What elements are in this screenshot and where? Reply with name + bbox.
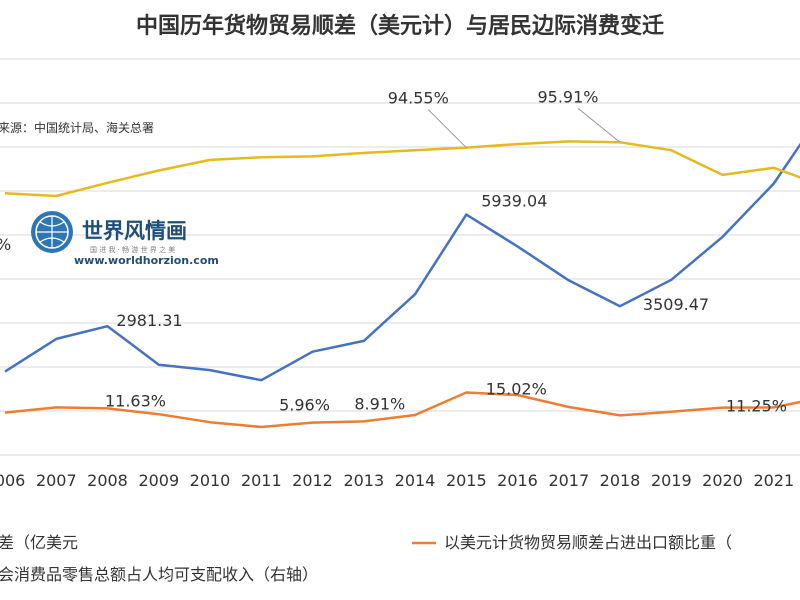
x-tick-label: 2009 [138, 471, 179, 490]
globe-icon [31, 211, 73, 253]
legend-label-consumption: 会消费品零售总额占人均可支配收入（右轴） [0, 565, 318, 584]
legend-item-consumption: 会消费品零售总额占人均可支配收入（右轴） [0, 565, 318, 584]
series-line-1 [4, 391, 800, 429]
data-label: 3509.47 [643, 295, 709, 314]
data-label: 11.63% [105, 391, 166, 410]
x-tick-label: 2011 [241, 471, 282, 490]
data-label: 11.25% [726, 397, 787, 416]
watermark-name: 世界风情画 [82, 219, 187, 243]
data-label: 94.55% [388, 89, 449, 108]
x-tick-label: 2015 [446, 471, 487, 490]
x-tick-label: 2012 [292, 471, 333, 490]
legend-item-trade-surplus: 差（亿美元 [0, 533, 78, 552]
x-axis: 2006 2007 2008 2009 2010 2011 2012 2013 2014 2015… [0, 471, 794, 490]
series-line-0 [4, 142, 800, 382]
data-label: 8.91% [354, 394, 405, 413]
x-tick-label: 2014 [395, 471, 436, 490]
chart-title: 中国历年货物贸易顺差（美元计）与居民边际消费变迁 [135, 14, 664, 39]
x-tick-label: 2020 [702, 471, 743, 490]
data-label: 15.02% [486, 380, 547, 399]
x-tick-label: 2021 [753, 471, 794, 490]
data-labels: 2981.315939.043509.478765.98511.63%5.96%… [0, 87, 787, 416]
label-leader-line [577, 107, 621, 143]
legend: 差（亿美元 以美元计货物贸易顺差占进出口额比重（ 会消费品零售总额占人均可支配收… [0, 533, 732, 584]
data-label: 95.91% [537, 87, 598, 106]
x-tick-label: 2013 [343, 471, 384, 490]
series-line-2 [4, 140, 800, 198]
x-tick-label: 2007 [36, 471, 77, 490]
x-tick-label: 2019 [651, 471, 692, 490]
watermark-slogan: 国 进 我 · 畅 游 世 界 之 美 [90, 245, 175, 254]
x-tick-label: 2010 [190, 471, 231, 490]
data-label: 2981.31 [116, 311, 182, 330]
series-lines [4, 140, 800, 429]
label-leader-line [427, 109, 467, 148]
x-tick-label: 2017 [548, 471, 589, 490]
legend-item-surplus-share: 以美元计货物贸易顺差占进出口额比重（ [412, 533, 732, 552]
data-label: 5939.04 [481, 192, 547, 211]
legend-label-surplus-share: 以美元计货物贸易顺差占进出口额比重（ [444, 533, 732, 552]
x-tick-label: 2018 [600, 471, 641, 490]
source-note: 来源：中国统计局、海关总署 [0, 120, 154, 135]
watermark-url: www.worldhorzion.com [74, 254, 219, 267]
x-tick-label: 2016 [497, 471, 538, 490]
watermark-logo: 世界风情画 国 进 我 · 畅 游 世 界 之 美 www.worldhorzi… [31, 211, 219, 267]
x-tick-label: 2006 [0, 471, 25, 490]
data-label: 5.96% [279, 396, 330, 415]
x-tick-label: 2008 [87, 471, 128, 490]
legend-label-trade-surplus: 差（亿美元 [0, 533, 78, 552]
data-label: % [0, 235, 11, 254]
